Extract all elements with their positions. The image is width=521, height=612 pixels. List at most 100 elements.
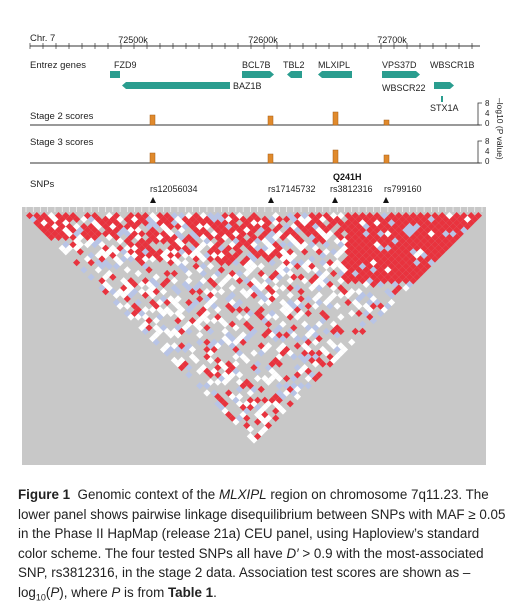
ld-cell bbox=[156, 255, 164, 263]
ld-cell bbox=[257, 291, 265, 299]
ld-cell bbox=[373, 212, 381, 220]
ld-cell bbox=[221, 400, 229, 408]
ld-cell bbox=[221, 371, 229, 379]
ld-cell bbox=[196, 382, 204, 390]
ld-cell bbox=[250, 255, 258, 263]
ld-cell bbox=[420, 251, 428, 260]
caption-text-2: region on chromosome 7q11.23. The lower … bbox=[18, 487, 506, 561]
ld-cell bbox=[358, 233, 367, 241]
ld-cell bbox=[286, 313, 294, 321]
ld-cell bbox=[424, 226, 432, 234]
ld-cell bbox=[243, 291, 251, 299]
ld-cell bbox=[286, 298, 294, 307]
ld-cell bbox=[225, 360, 233, 368]
ld-cell bbox=[228, 226, 236, 234]
ld-cell bbox=[348, 230, 356, 238]
ld-cell bbox=[94, 259, 102, 267]
ld-cell bbox=[355, 244, 363, 252]
ld-cell bbox=[217, 338, 226, 346]
ld-cell bbox=[290, 353, 298, 361]
ld-cell bbox=[116, 237, 124, 245]
ld-cell bbox=[358, 212, 367, 220]
ld-cell bbox=[123, 266, 131, 274]
ld-cell bbox=[221, 320, 229, 328]
ld-cell bbox=[217, 266, 226, 274]
ld-cell bbox=[196, 251, 204, 260]
caption-table-ref[interactable]: Table 1 bbox=[167, 584, 214, 600]
ld-cell bbox=[272, 277, 280, 285]
ld-cell bbox=[301, 240, 309, 249]
ld-cell bbox=[130, 309, 139, 317]
ld-cell bbox=[315, 226, 323, 234]
ld-cell bbox=[225, 411, 233, 419]
ld-cell bbox=[344, 298, 352, 307]
ld-cell bbox=[351, 212, 359, 220]
caption-gene: MLXIPL bbox=[218, 487, 267, 502]
ld-cell bbox=[152, 230, 160, 238]
ld-cell bbox=[315, 233, 323, 241]
ld-cell bbox=[261, 222, 269, 231]
ld-cell bbox=[272, 269, 280, 278]
ld-cell bbox=[167, 309, 175, 317]
ld-cell bbox=[275, 266, 283, 274]
ld-cell bbox=[112, 262, 121, 270]
ld-cell bbox=[322, 327, 330, 336]
caption-text-7: . bbox=[213, 584, 217, 600]
ld-cell bbox=[442, 237, 450, 245]
ld-cell bbox=[178, 313, 186, 321]
ld-cell bbox=[297, 237, 305, 245]
ld-cell bbox=[409, 248, 417, 256]
ld-cell bbox=[170, 255, 178, 263]
ld-cell bbox=[290, 302, 298, 310]
ld-cell bbox=[134, 255, 142, 263]
ld-cell bbox=[69, 226, 77, 234]
ld-cell bbox=[192, 233, 200, 241]
ld-cell bbox=[308, 233, 316, 241]
ld-cell bbox=[130, 302, 139, 310]
ld-cell bbox=[395, 248, 403, 256]
ld-cell bbox=[246, 288, 254, 296]
ld-cell bbox=[282, 302, 291, 310]
ld-cell bbox=[116, 288, 124, 296]
ld-cell bbox=[163, 342, 171, 350]
ld-cell bbox=[391, 273, 399, 281]
ld-cell bbox=[54, 219, 63, 227]
stage3-scale-0: 0 bbox=[485, 157, 490, 166]
ld-cell bbox=[105, 269, 113, 278]
ld-cell bbox=[453, 219, 461, 227]
ld-cell bbox=[286, 327, 294, 336]
ld-cell bbox=[301, 342, 309, 350]
ld-cell bbox=[398, 244, 406, 252]
ld-cell bbox=[420, 222, 428, 231]
ld-cell bbox=[348, 338, 356, 346]
ld-cell bbox=[275, 244, 283, 252]
ld-cell bbox=[257, 306, 265, 314]
ld-cell bbox=[232, 345, 240, 354]
ld-cell bbox=[217, 403, 226, 412]
ld-cell bbox=[138, 230, 146, 238]
ld-cell bbox=[380, 219, 388, 227]
ld-cell bbox=[279, 298, 287, 307]
ld-cell bbox=[463, 222, 472, 231]
gene-label-wbscr1b: WBSCR1B bbox=[430, 60, 475, 70]
ld-cell bbox=[185, 327, 193, 336]
ld-cell bbox=[366, 226, 374, 234]
ld-cell bbox=[235, 269, 244, 278]
ld-cell bbox=[362, 280, 370, 288]
ld-cell bbox=[384, 222, 392, 231]
ld-cell bbox=[290, 230, 298, 238]
ld-cell bbox=[387, 262, 396, 270]
ld-cell bbox=[123, 295, 131, 303]
ld-cell bbox=[395, 240, 403, 249]
ld-cell bbox=[330, 212, 338, 220]
ld-cell bbox=[322, 233, 330, 241]
ld-cell bbox=[293, 392, 302, 401]
ld-cell bbox=[127, 284, 135, 292]
ld-cell bbox=[127, 255, 135, 263]
ld-cell bbox=[297, 309, 305, 317]
ld-cell bbox=[145, 266, 153, 274]
ld-cell bbox=[228, 219, 236, 227]
ld-cell bbox=[377, 222, 385, 231]
ld-cell bbox=[286, 400, 294, 408]
ld-cell bbox=[261, 425, 269, 433]
